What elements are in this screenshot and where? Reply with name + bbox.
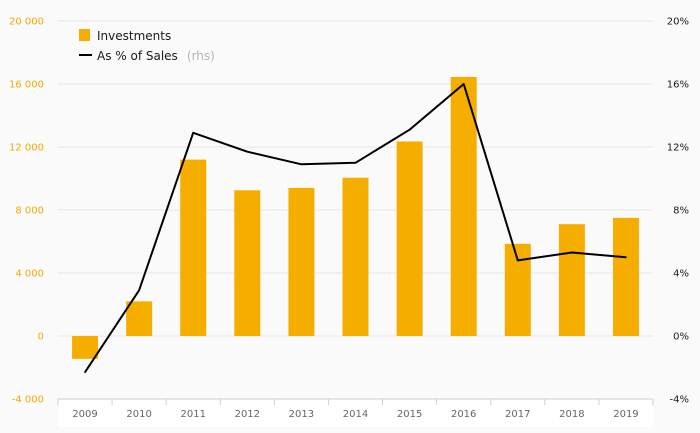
- legend-label-sales-pct: As % of Sales (rhs): [97, 45, 215, 64]
- y-right-tick-label: 12%: [667, 143, 689, 154]
- y-right-tick-label: 4%: [673, 269, 689, 280]
- y-left-tick-label: 0: [38, 332, 44, 343]
- y-left-tick-label: 12 000: [9, 143, 44, 154]
- bar-investments-2009: [72, 336, 99, 359]
- bar-investments-2015: [396, 141, 423, 336]
- x-axis: 2009 2010 2011 2012 2013 2014 2015 2016 2017 2018…: [57, 398, 654, 427]
- y-right-tick-label: 0%: [673, 332, 689, 343]
- bar-investments-2011: [180, 159, 207, 336]
- x-tick-label-2011: 2011: [181, 409, 206, 420]
- y-left-tick-label: -4 000: [12, 395, 44, 406]
- point-sales-pct-2016: [462, 83, 465, 85]
- y-right-tick-label: 8%: [673, 206, 689, 217]
- x-tick-label-2013: 2013: [289, 409, 314, 420]
- point-sales-pct-2010: [138, 289, 140, 292]
- x-tick-label-2019: 2019: [613, 409, 638, 420]
- point-sales-pct-2019: [625, 256, 627, 259]
- bars: [72, 76, 639, 359]
- bar-investments-2018: [558, 224, 585, 336]
- bar-investments-2014: [342, 177, 369, 336]
- y-right-tick-label: 20%: [667, 17, 689, 28]
- legend: Investments As % of Sales (rhs): [79, 29, 215, 64]
- y-right-tick-label: 16%: [667, 80, 689, 91]
- y-axis-right: -4% 0% 4% 8% 12% 16% 20%: [667, 17, 689, 406]
- point-sales-pct-2013: [300, 163, 303, 166]
- x-tick-label-2017: 2017: [505, 409, 530, 420]
- y-left-tick-label: 8 000: [15, 206, 44, 217]
- bar-investments-2012: [234, 190, 261, 336]
- x-tick-label-2012: 2012: [235, 409, 260, 420]
- point-sales-pct-2009: [84, 371, 86, 374]
- line-series: [84, 83, 627, 374]
- y-axis-left: -4 000 0 4 000 8 000 12 000 16 000 20 000: [9, 17, 44, 406]
- x-tick-label-2009: 2009: [72, 409, 97, 420]
- bar-investments-2013: [288, 187, 315, 336]
- bar-investments-2016: [450, 76, 477, 336]
- y-left-tick-label: 16 000: [9, 80, 44, 91]
- point-sales-pct-2017: [516, 259, 519, 262]
- x-tick-label-2018: 2018: [559, 409, 584, 420]
- legend-label-investments: Investments: [97, 29, 171, 43]
- x-tick-label-2015: 2015: [397, 409, 422, 420]
- x-tick-label-2014: 2014: [343, 409, 368, 420]
- point-sales-pct-2015: [408, 128, 411, 131]
- bar-investments-2019: [612, 217, 639, 336]
- y-left-tick-label: 20 000: [9, 17, 44, 28]
- bar-investments-2010: [126, 301, 153, 336]
- x-tick-label-2010: 2010: [126, 409, 151, 420]
- x-tick-label-2016: 2016: [451, 409, 476, 420]
- x-axis-band: [58, 399, 653, 427]
- point-sales-pct-2011: [192, 132, 195, 134]
- legend-swatch-investments: [79, 29, 90, 41]
- point-sales-pct-2012: [246, 150, 249, 153]
- point-sales-pct-2018: [571, 251, 573, 254]
- point-sales-pct-2014: [354, 161, 357, 164]
- y-left-tick-label: 4 000: [15, 269, 44, 280]
- y-right-tick-label: -4%: [670, 395, 689, 406]
